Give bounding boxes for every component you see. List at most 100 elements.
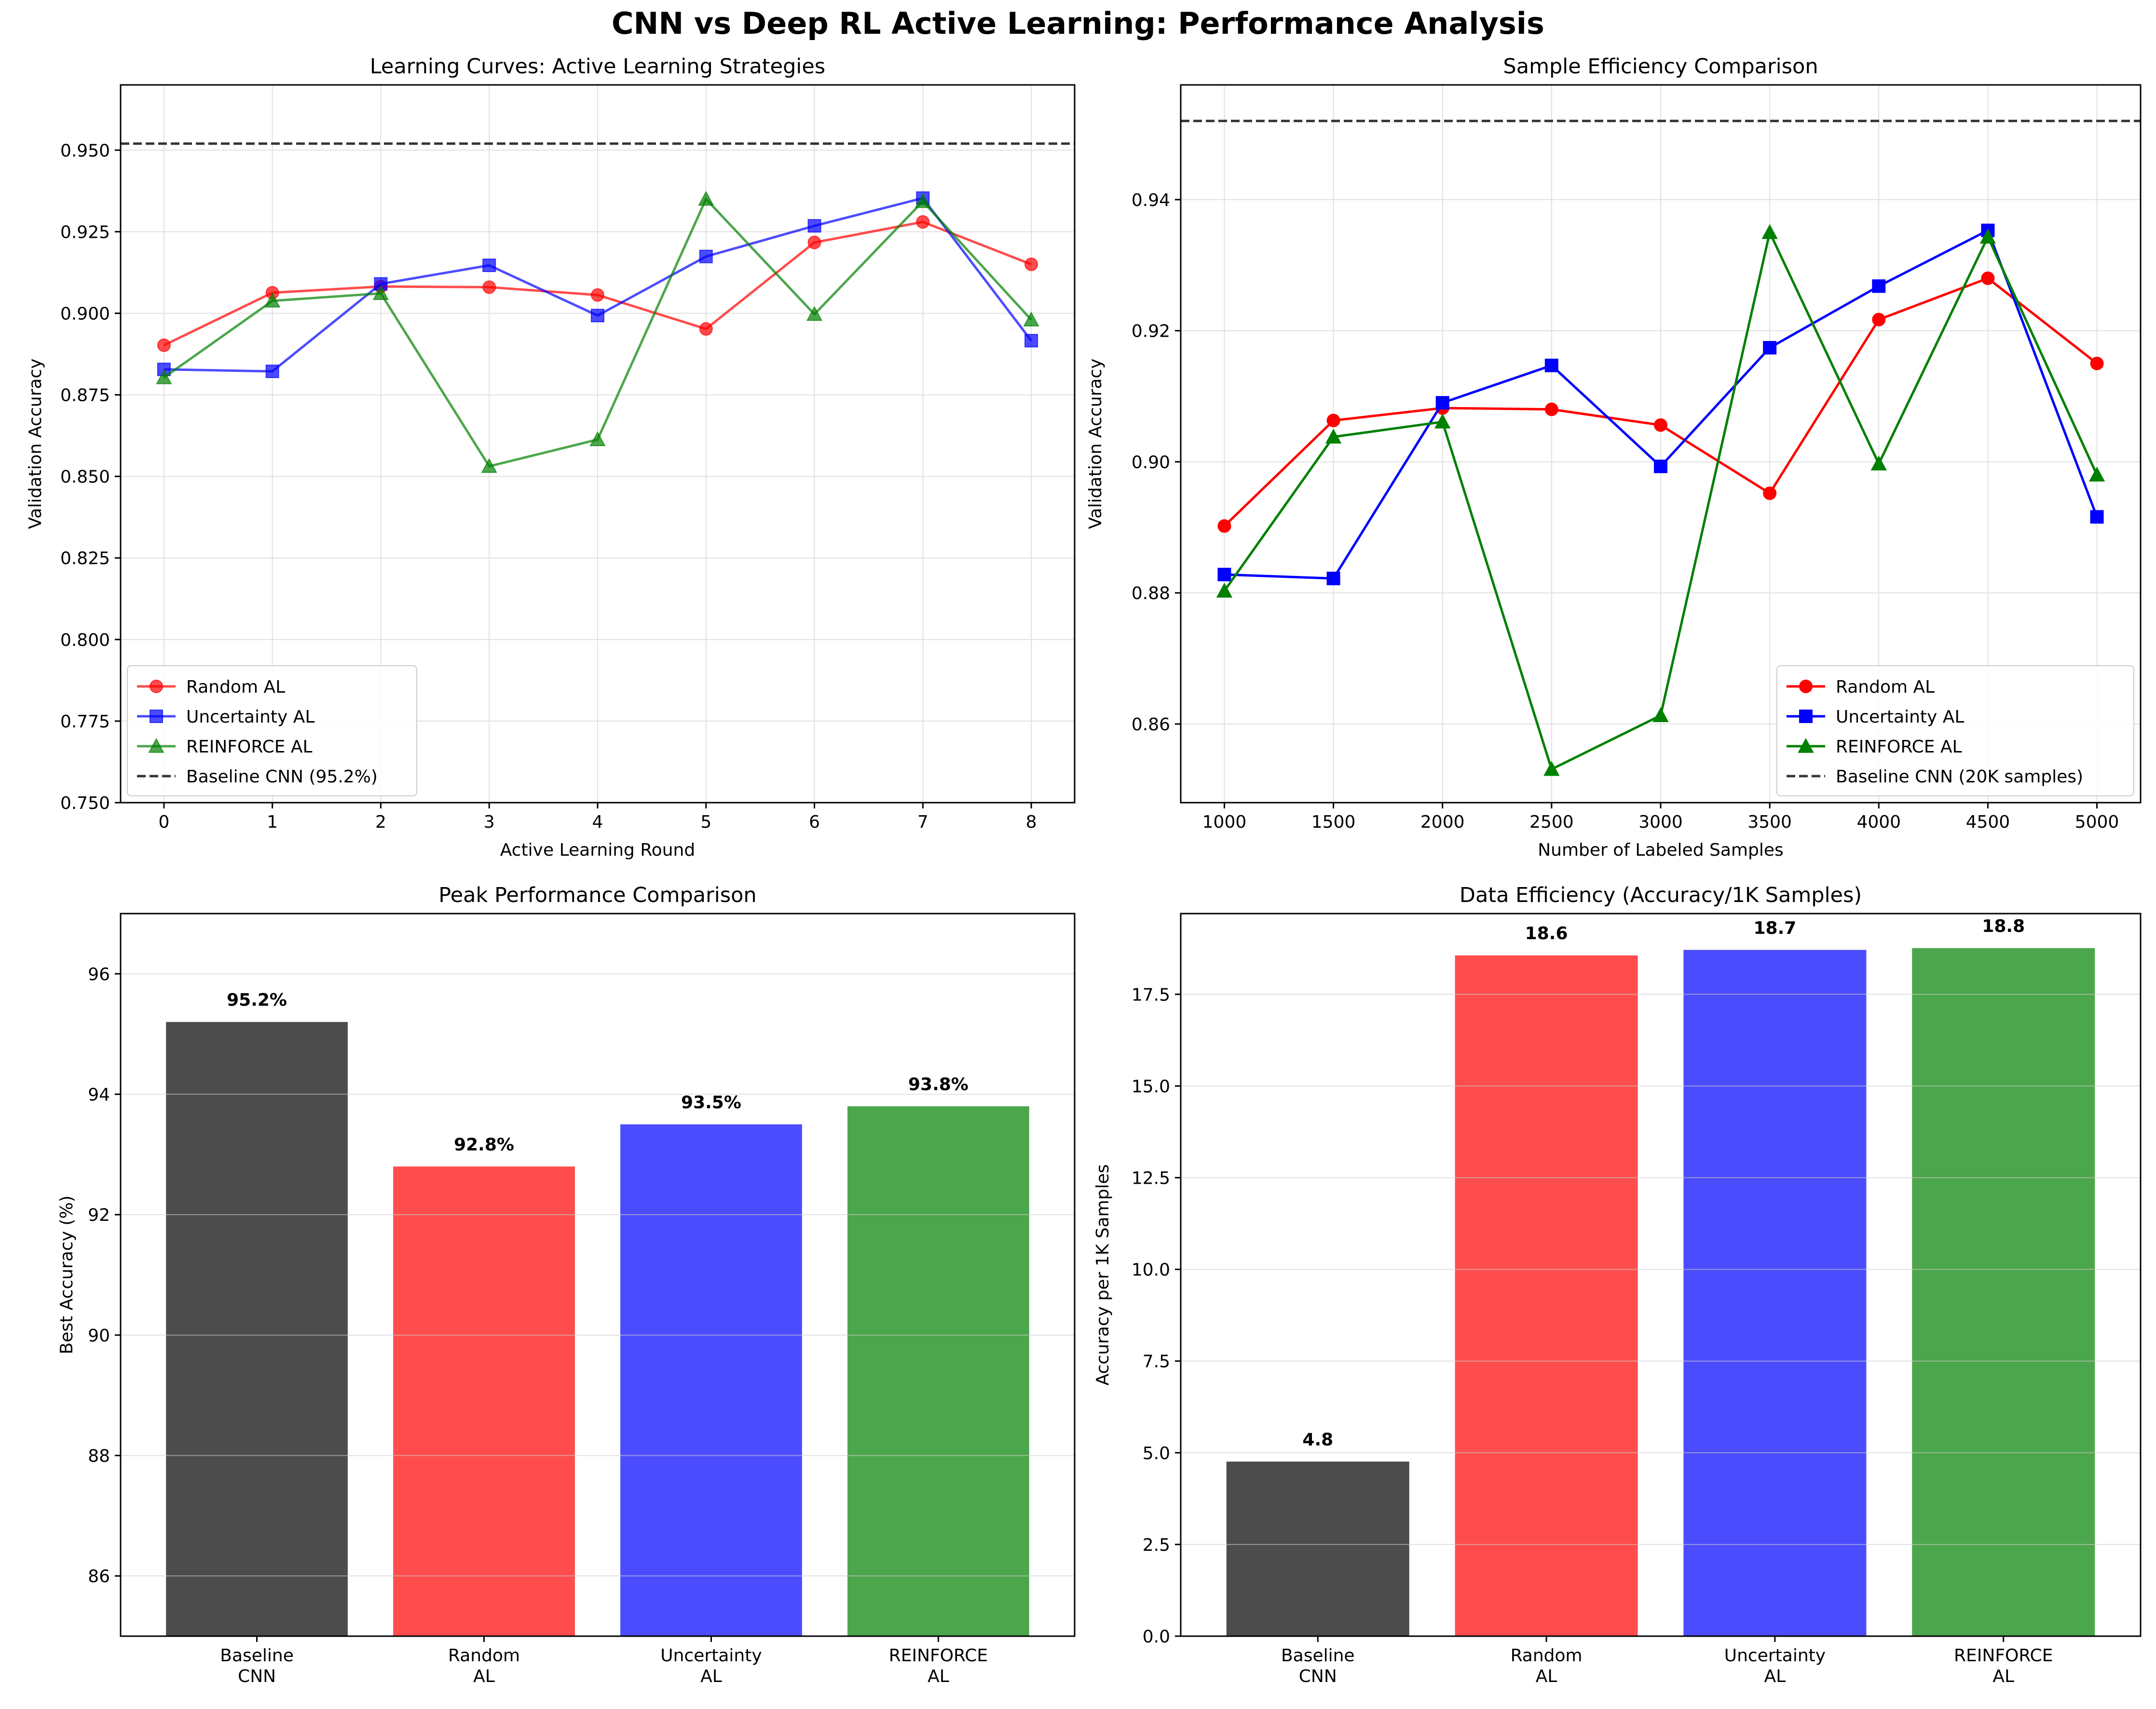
x-tick-label: 1500 (1311, 812, 1356, 832)
data-point (699, 322, 713, 336)
subplot-title: Peak Performance Comparison (438, 883, 756, 907)
subplot-title: Sample Efficiency Comparison (1503, 55, 1818, 79)
data-efficiency-panel: 4.8 18.6 18.7 18.8 Baseline CNN Random AL Uncert… (1093, 883, 2142, 1686)
x-tick-label: 2 (375, 812, 386, 832)
y-tick-label: 0.800 (60, 630, 110, 650)
legend-label: Baseline CNN (20K samples) (1836, 767, 2083, 787)
y-tick-label: 0.88 (1132, 584, 1170, 603)
data-point (156, 369, 172, 384)
data-point (1024, 334, 1038, 348)
data-point (1544, 358, 1558, 372)
legend-marker (148, 738, 164, 753)
data-point (591, 309, 604, 323)
x-tick-label: 3 (484, 812, 495, 832)
x-tick-label: 4000 (1856, 812, 1901, 832)
x-tick-label: 4500 (1966, 812, 2010, 832)
data-point (914, 193, 931, 208)
data-point (1024, 258, 1038, 271)
data-point (1872, 279, 1886, 293)
data-point (699, 249, 713, 263)
bar (393, 1166, 575, 1636)
data-point (1652, 707, 1669, 723)
y-axis-label: Validation Accuracy (1086, 358, 1105, 529)
x-axis-label: Active Learning Round (500, 840, 695, 860)
x-tick-label: 2000 (1420, 812, 1465, 832)
y-tick-label: 15.0 (1132, 1077, 1170, 1096)
legend-label: Uncertainty AL (1836, 707, 1964, 727)
bar (847, 1106, 1029, 1636)
y-tick-label: 0.750 (60, 793, 110, 813)
legend-label: Random AL (1836, 677, 1935, 697)
x-tick-label: Random AL (448, 1646, 520, 1686)
data-point (264, 292, 281, 308)
data-point (2088, 466, 2105, 482)
data-point (1544, 402, 1558, 416)
legend-marker (1799, 680, 1813, 693)
y-tick-label: 86 (88, 1567, 110, 1586)
data-point (1435, 396, 1449, 410)
x-tick-label: 1 (267, 812, 278, 832)
peak-performance-panel: 95.2% 92.8% 93.5% 93.8% Baseline CNN Random AL U… (57, 883, 1076, 1686)
data-point (1326, 572, 1340, 586)
data-point (481, 458, 497, 473)
legend-label: REINFORCE AL (1836, 737, 1962, 757)
data-point (1023, 311, 1039, 327)
bar-value-label: 95.2% (227, 990, 287, 1010)
data-point (482, 259, 496, 273)
legend-marker (150, 680, 163, 693)
legend-label: Uncertainty AL (186, 707, 314, 727)
data-point (589, 431, 606, 446)
data-point (1325, 428, 1342, 444)
bar-value-label: 93.5% (681, 1093, 741, 1112)
legend-label: REINFORCE AL (186, 737, 313, 757)
y-tick-label: 0.0 (1143, 1627, 1170, 1647)
data-point (1872, 313, 1886, 327)
y-tick-label: 88 (88, 1447, 110, 1466)
y-tick-label: 17.5 (1132, 985, 1170, 1005)
y-tick-label: 0.875 (60, 386, 110, 406)
x-tick-label: Baseline CNN (1281, 1646, 1355, 1686)
x-tick-label: 1000 (1202, 812, 1247, 832)
y-tick-label: 0.90 (1132, 452, 1170, 472)
bar (1455, 955, 1638, 1636)
data-point (1870, 455, 1887, 471)
x-tick-label: 0 (158, 812, 169, 832)
y-tick-label: 0.925 (60, 222, 110, 242)
legend-marker (1799, 710, 1813, 723)
y-tick-label: 0.775 (60, 712, 110, 732)
x-tick-label: 3000 (1638, 812, 1683, 832)
legend-frame (1776, 665, 2134, 796)
data-point (807, 219, 821, 233)
data-point (916, 215, 930, 229)
x-tick-label: 4 (592, 812, 603, 832)
learning-curves-legend: Random AL Uncertainty AL REINFORCE AL Basel… (127, 665, 417, 796)
bar (166, 1022, 348, 1636)
x-tick-label: REINFORCE AL (1954, 1646, 2053, 1686)
y-tick-label: 0.850 (60, 467, 110, 487)
x-tick-label: 7 (917, 812, 928, 832)
y-tick-label: 90 (88, 1326, 110, 1346)
data-point (1217, 519, 1231, 533)
data-point (1543, 761, 1560, 776)
data-point (1979, 229, 1996, 244)
data-point (807, 235, 821, 249)
legend-label: Random AL (186, 677, 285, 697)
y-tick-label: 0.825 (60, 549, 110, 569)
x-tick-label: 2500 (1529, 812, 1574, 832)
data-point (591, 288, 604, 302)
y-tick-label: 96 (88, 965, 110, 984)
data-point (1763, 341, 1777, 355)
y-tick-label: 2.5 (1143, 1535, 1170, 1555)
data-point (1654, 459, 1667, 473)
data-point (806, 306, 823, 321)
y-axis-label: Accuracy per 1K Samples (1093, 1164, 1113, 1386)
subplot-title: Data Efficiency (Accuracy/1K Samples) (1460, 883, 1862, 907)
data-point (1434, 413, 1451, 429)
y-axis-label: Best Accuracy (%) (57, 1195, 77, 1354)
legend-label: Baseline CNN (95.2%) (186, 767, 378, 787)
data-point (1981, 271, 1995, 285)
bar-value-label: 93.8% (908, 1075, 969, 1094)
axes-frame (1180, 913, 2142, 1637)
y-tick-label: 10.0 (1132, 1260, 1170, 1280)
